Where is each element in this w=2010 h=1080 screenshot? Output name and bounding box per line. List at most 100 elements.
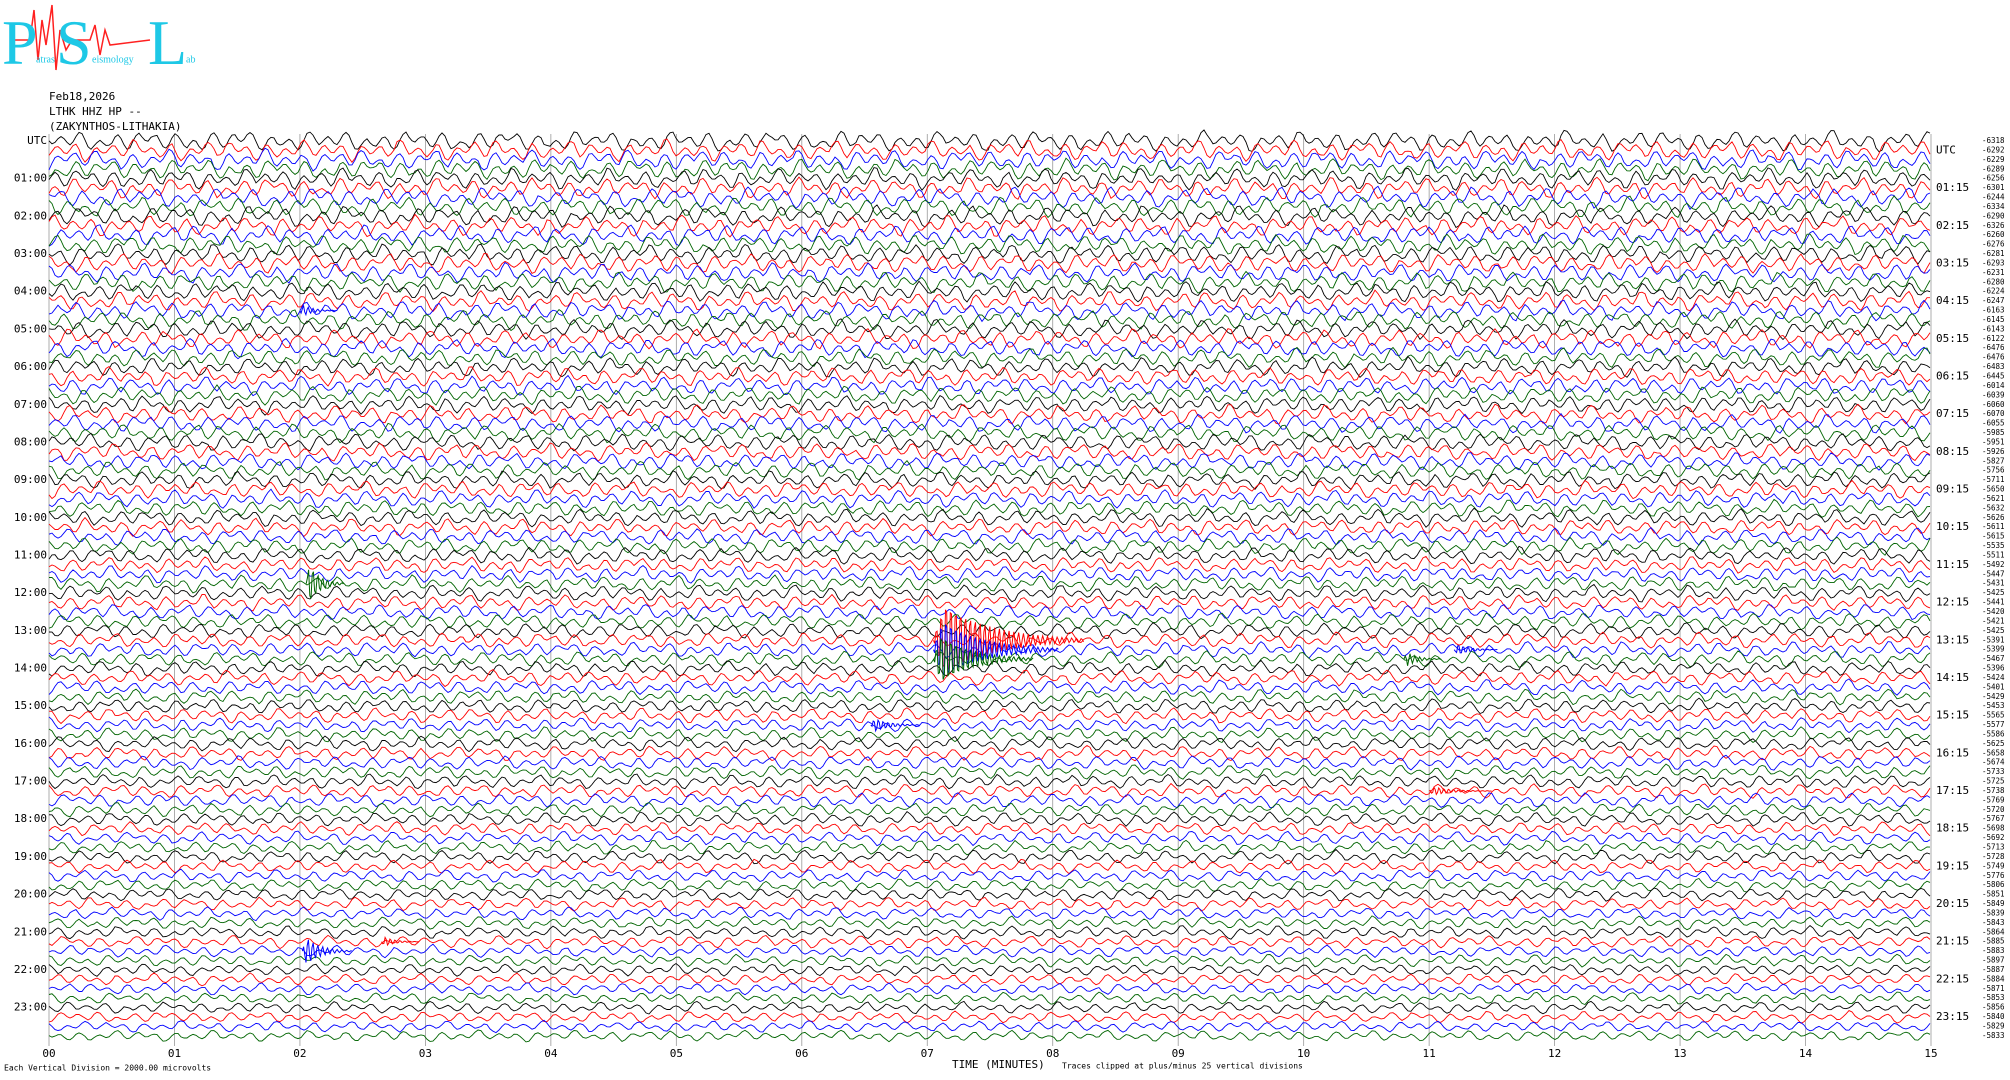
x-tick-label: 04 xyxy=(544,1047,558,1060)
trace xyxy=(48,270,1931,294)
trace-offset: -5733 xyxy=(1982,767,2005,776)
right-time-label: 22:15 xyxy=(1936,972,1969,985)
trace-offset: -5926 xyxy=(1982,447,2005,456)
left-time-label: 18:00 xyxy=(14,812,47,825)
trace xyxy=(48,953,1931,968)
trace xyxy=(48,887,1931,902)
right-time-label: 10:15 xyxy=(1936,520,1969,533)
trace-offset: -5853 xyxy=(1982,993,2005,1002)
x-tick-label: 01 xyxy=(168,1047,181,1060)
trace xyxy=(48,773,1931,790)
trace-offset: -6334 xyxy=(1982,202,2005,211)
trace-offset: -6293 xyxy=(1982,258,2005,267)
x-tick-label: 00 xyxy=(42,1047,55,1060)
trace xyxy=(48,243,1931,266)
trace xyxy=(48,204,1931,229)
trace-offset: -5864 xyxy=(1982,927,2005,936)
left-time-label: 07:00 xyxy=(14,398,47,411)
trace-offset: -6060 xyxy=(1982,400,2005,409)
trace xyxy=(48,877,1931,893)
trace xyxy=(48,565,1931,584)
trace xyxy=(48,432,1931,452)
x-tick-label: 06 xyxy=(795,1047,808,1060)
trace xyxy=(48,782,1931,799)
trace-offset: -6289 xyxy=(1982,164,2005,173)
trace xyxy=(48,934,1931,950)
trace xyxy=(48,488,1931,509)
event xyxy=(1453,645,1498,654)
left-time-label: 11:00 xyxy=(14,548,47,561)
trace-offset: -5951 xyxy=(1982,437,2005,446)
right-time-label: 14:15 xyxy=(1936,671,1969,684)
trace xyxy=(48,403,1931,425)
trace xyxy=(48,167,1931,191)
trace-offset: -5396 xyxy=(1982,664,2005,673)
trace-offset: -5692 xyxy=(1982,833,2005,842)
trace-offset: -5577 xyxy=(1982,720,2005,729)
trace xyxy=(48,185,1931,210)
trace xyxy=(48,830,1931,847)
trace xyxy=(48,280,1931,303)
trace xyxy=(48,328,1931,350)
left-time-label: 03:00 xyxy=(14,247,47,260)
trace xyxy=(48,943,1931,959)
event xyxy=(1403,653,1442,666)
trace xyxy=(48,801,1931,818)
right-time-label: 02:15 xyxy=(1936,219,1969,232)
logo-word: ab xyxy=(186,54,195,65)
x-tick-label: 13 xyxy=(1673,1047,1686,1060)
trace-offset: -5883 xyxy=(1982,946,2005,955)
x-tick-label: 12 xyxy=(1548,1047,1561,1060)
trace-offset: -5738 xyxy=(1982,786,2005,795)
trace xyxy=(48,678,1931,696)
left-time-label: 08:00 xyxy=(14,435,47,448)
trace-offset: -5632 xyxy=(1982,503,2005,512)
trace-offset: -5897 xyxy=(1982,956,2005,965)
trace xyxy=(48,925,1931,940)
trace-offset: -5565 xyxy=(1982,711,2005,720)
logo-letter: L xyxy=(148,7,187,78)
trace-offset: -6445 xyxy=(1982,372,2005,381)
trace xyxy=(48,792,1931,809)
trace-offset: -5447 xyxy=(1982,569,2005,578)
trace xyxy=(48,754,1931,771)
trace xyxy=(48,583,1931,603)
trace-offset: -6280 xyxy=(1982,277,2005,286)
logo-word: eismology xyxy=(92,54,134,65)
trace-offset: -6163 xyxy=(1982,306,2005,315)
trace xyxy=(48,355,1931,378)
trace xyxy=(48,962,1931,977)
trace-offset: -5424 xyxy=(1982,673,2005,682)
x-tick-label: 14 xyxy=(1799,1047,1813,1060)
trace xyxy=(48,138,1931,164)
clip-note: Traces clipped at plus/minus 25 vertical… xyxy=(1062,1062,1303,1071)
right-time-label: 15:15 xyxy=(1936,709,1969,722)
right-time-label: 19:15 xyxy=(1936,859,1969,872)
trace-offset: -6247 xyxy=(1982,296,2005,305)
trace-offset: -5728 xyxy=(1982,852,2005,861)
left-time-label: UTC xyxy=(27,134,47,147)
right-time-label: 01:15 xyxy=(1936,181,1969,194)
trace xyxy=(48,318,1931,341)
right-time-label: 05:15 xyxy=(1936,332,1969,345)
scale-note: Each Vertical Division = 2000.00 microvo… xyxy=(4,1064,211,1073)
trace-offset: -5840 xyxy=(1982,1012,2005,1021)
trace xyxy=(48,384,1931,406)
logo-letter: S xyxy=(56,7,92,78)
traces xyxy=(48,129,1931,1043)
trace-offset: -5625 xyxy=(1982,739,2005,748)
trace-offset: -6276 xyxy=(1982,240,2005,249)
trace-offset: -5621 xyxy=(1982,494,2005,503)
trace xyxy=(48,395,1931,416)
left-time-label: 01:00 xyxy=(14,172,47,185)
trace xyxy=(48,659,1931,678)
trace xyxy=(48,631,1931,649)
trace xyxy=(48,498,1931,518)
trace xyxy=(48,906,1931,922)
right-time-label: UTC xyxy=(1936,143,1956,156)
trace xyxy=(48,896,1931,912)
trace xyxy=(48,848,1931,865)
x-tick-label: 09 xyxy=(1172,1047,1185,1060)
right-time-label: 16:15 xyxy=(1936,746,1969,759)
